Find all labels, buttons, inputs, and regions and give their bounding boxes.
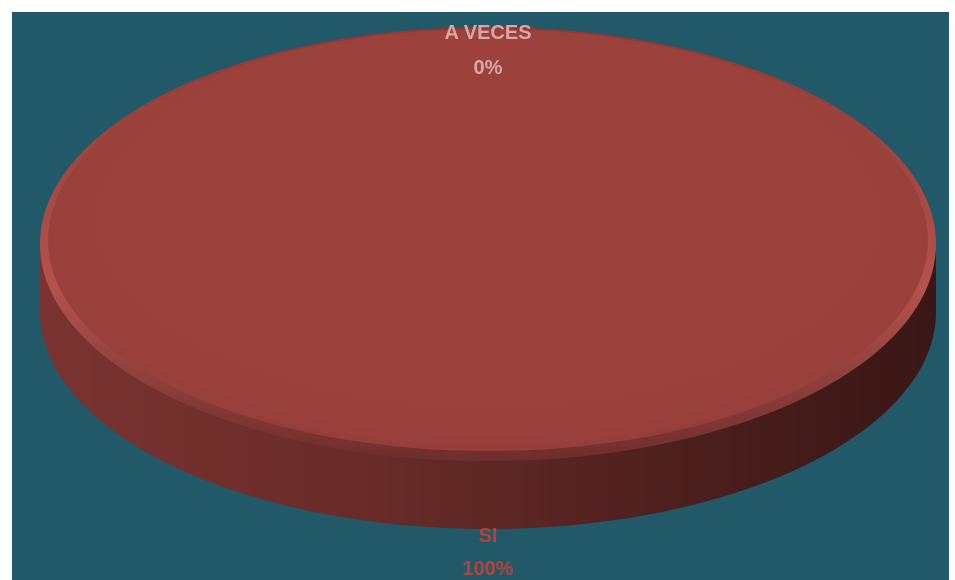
data-label-si-value: 100% [462, 558, 513, 580]
chart-area: A VECES 0% SI 100% [12, 12, 949, 580]
data-label-si-category: SI [479, 525, 498, 547]
pie-chart: A VECES 0% SI 100% [40, 22, 936, 580]
data-label-a-veces-value: 0% [474, 57, 503, 79]
pie-slice-si-side [40, 244, 936, 529]
pie-slice-si [48, 29, 928, 451]
data-label-a-veces-category: A VECES [444, 22, 531, 44]
